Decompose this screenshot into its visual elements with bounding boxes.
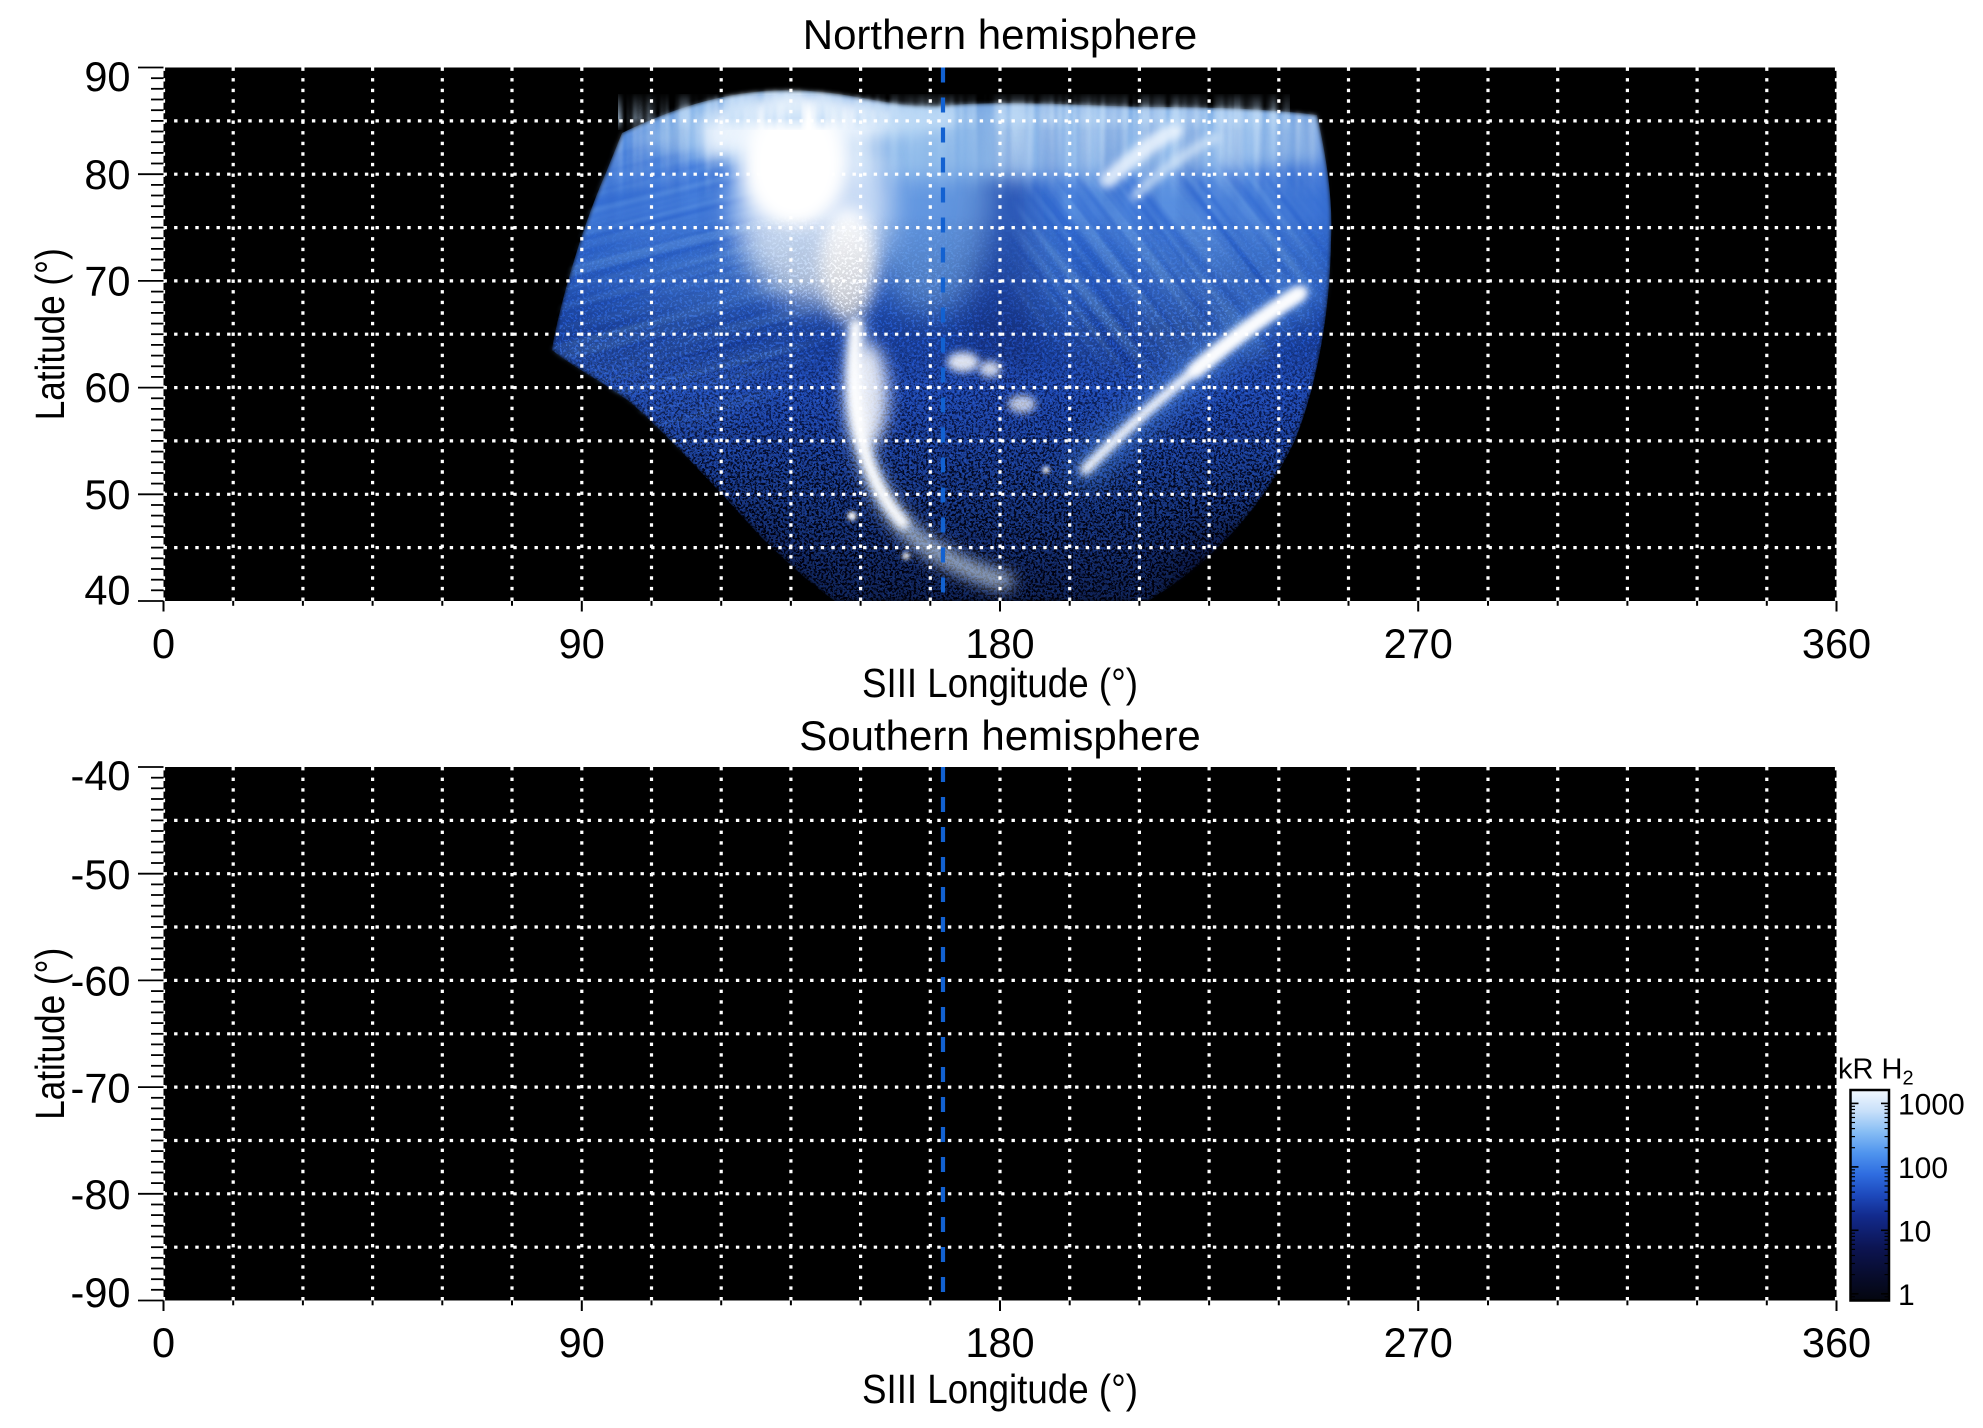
svg-text:100: 100 <box>1898 1152 1948 1185</box>
svg-text:70: 70 <box>84 258 130 305</box>
svg-text:90: 90 <box>559 1319 605 1366</box>
svg-text:50: 50 <box>84 471 130 518</box>
svg-text:40: 40 <box>84 567 130 614</box>
svg-text:kR H2: kR H2 <box>1838 1054 1914 1090</box>
svg-text:80: 80 <box>84 151 130 198</box>
svg-text:-60: -60 <box>71 958 131 1005</box>
svg-text:1000: 1000 <box>1898 1088 1965 1121</box>
svg-text:270: 270 <box>1384 620 1453 667</box>
svg-text:SIII Longitude (°): SIII Longitude (°) <box>862 1366 1138 1412</box>
svg-text:SIII Longitude (°): SIII Longitude (°) <box>862 660 1138 706</box>
svg-text:10: 10 <box>1898 1215 1931 1248</box>
svg-text:1: 1 <box>1898 1279 1915 1312</box>
svg-text:-90: -90 <box>71 1269 131 1316</box>
svg-text:180: 180 <box>965 620 1034 667</box>
svg-text:Northern hemisphere: Northern hemisphere <box>803 11 1198 58</box>
svg-text:Latitude (°): Latitude (°) <box>27 948 73 1120</box>
svg-text:90: 90 <box>559 620 605 667</box>
svg-text:Southern hemisphere: Southern hemisphere <box>799 712 1201 759</box>
svg-text:60: 60 <box>84 364 130 411</box>
svg-text:90: 90 <box>84 53 130 100</box>
svg-text:-80: -80 <box>71 1171 131 1218</box>
svg-text:0: 0 <box>152 1319 175 1366</box>
svg-text:360: 360 <box>1802 620 1871 667</box>
svg-text:-70: -70 <box>71 1064 131 1111</box>
svg-text:180: 180 <box>965 1319 1034 1366</box>
svg-text:0: 0 <box>152 620 175 667</box>
svg-text:-40: -40 <box>71 752 131 799</box>
svg-text:Latitude (°): Latitude (°) <box>27 248 73 420</box>
svg-text:270: 270 <box>1384 1319 1453 1366</box>
svg-text:360: 360 <box>1802 1319 1871 1366</box>
svg-text:-50: -50 <box>71 851 131 898</box>
